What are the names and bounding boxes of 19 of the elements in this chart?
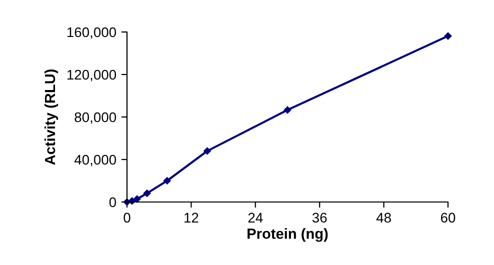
x-tick-label: 60 [440, 212, 456, 223]
y-axis-title: Activity (RLU) [44, 70, 58, 165]
x-tick-label: 48 [376, 212, 391, 223]
point [143, 190, 151, 197]
y-tick-label: 40,000 [74, 154, 116, 166]
x-axis-title: Protein (ng) [248, 228, 328, 242]
point [444, 32, 452, 40]
x-tick-label: 12 [184, 212, 198, 222]
y-tick-label: 160,000 [67, 27, 116, 39]
x-tick-label: 36 [312, 212, 327, 223]
x-tick-label: 24 [248, 212, 263, 222]
point [284, 106, 292, 114]
x-tick-label: 0 [124, 212, 130, 223]
y-tick-label: 80,000 [74, 112, 116, 124]
point [133, 195, 141, 203]
y-tick-label: 120,000 [67, 70, 116, 82]
y-tick-label: 0 [109, 197, 116, 208]
point [163, 177, 171, 184]
point [204, 147, 211, 155]
